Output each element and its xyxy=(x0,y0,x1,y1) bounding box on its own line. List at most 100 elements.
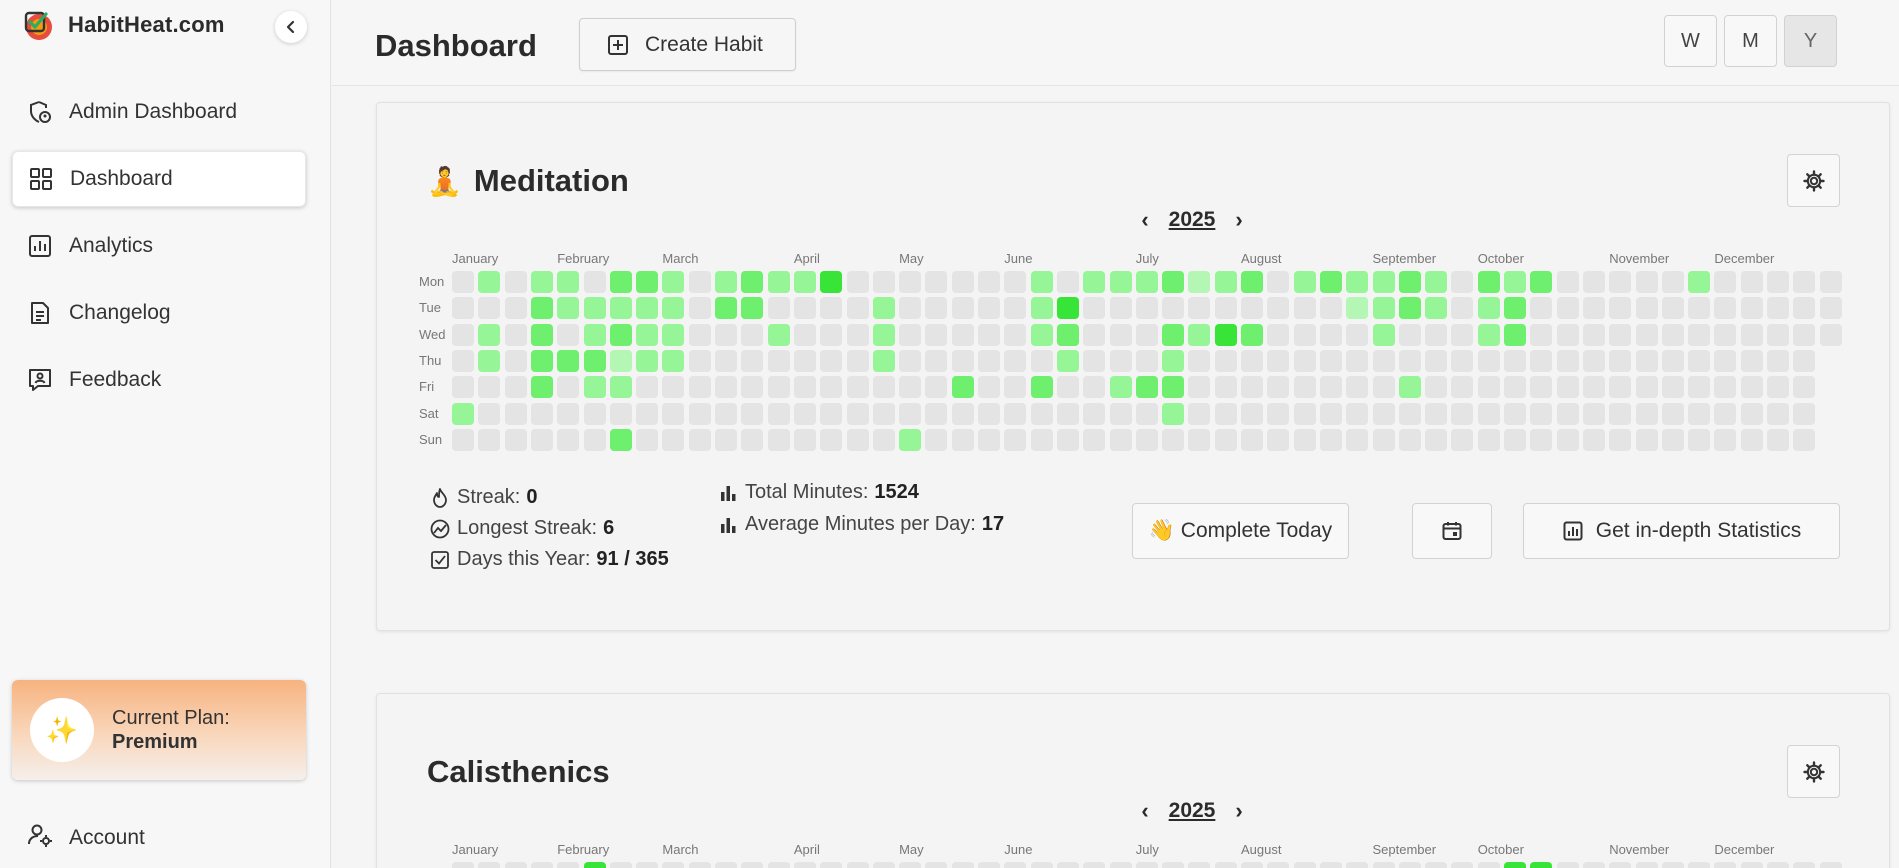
heatmap-cell[interactable] xyxy=(1162,297,1185,320)
heatmap-cell[interactable] xyxy=(872,349,895,372)
heatmap-cell[interactable] xyxy=(820,297,843,320)
heatmap-cell[interactable] xyxy=(741,428,764,451)
heatmap-cell[interactable] xyxy=(846,323,869,346)
heatmap-cell[interactable] xyxy=(1767,271,1789,293)
heatmap-cell[interactable] xyxy=(1188,323,1211,346)
heatmap-cell[interactable] xyxy=(1740,862,1763,868)
heatmap-cell[interactable] xyxy=(452,428,474,451)
heatmap-cell[interactable] xyxy=(609,323,632,346)
heatmap-cell[interactable] xyxy=(1267,271,1290,293)
heatmap-cell[interactable] xyxy=(662,428,685,451)
heatmap-cell[interactable] xyxy=(1319,428,1342,451)
heatmap-cell[interactable] xyxy=(899,402,922,425)
heatmap-cell[interactable] xyxy=(452,323,474,346)
heatmap-cell[interactable] xyxy=(872,428,895,451)
heatmap-cell[interactable] xyxy=(609,271,632,293)
heatmap-cell[interactable] xyxy=(1267,297,1290,320)
heatmap-cell[interactable] xyxy=(820,402,843,425)
heatmap-cell[interactable] xyxy=(1477,376,1500,399)
heatmap-cell[interactable] xyxy=(1714,297,1737,320)
heatmap-cell[interactable] xyxy=(951,402,974,425)
heatmap-cell[interactable] xyxy=(636,376,659,399)
heatmap-cell[interactable] xyxy=(1582,428,1605,451)
heatmap-cell[interactable] xyxy=(1030,376,1053,399)
heatmap-cell[interactable] xyxy=(1688,297,1711,320)
heatmap-cell[interactable] xyxy=(1793,271,1816,293)
heatmap-cell[interactable] xyxy=(820,428,843,451)
heatmap-cell[interactable] xyxy=(1688,862,1711,868)
heatmap-cell[interactable] xyxy=(1477,271,1500,293)
heatmap-cell[interactable] xyxy=(1372,428,1395,451)
heatmap-cell[interactable] xyxy=(1477,402,1500,425)
heatmap-cell[interactable] xyxy=(1582,297,1605,320)
heatmap-cell[interactable] xyxy=(1740,376,1763,399)
heatmap-cell[interactable] xyxy=(609,402,632,425)
heatmap-cell[interactable] xyxy=(925,428,948,451)
heatmap-cell[interactable] xyxy=(1241,349,1263,372)
heatmap-cell[interactable] xyxy=(1451,297,1474,320)
heatmap-cell[interactable] xyxy=(1530,402,1553,425)
heatmap-cell[interactable] xyxy=(978,376,1000,399)
heatmap-cell[interactable] xyxy=(1425,402,1448,425)
heatmap-cell[interactable] xyxy=(1319,376,1342,399)
heatmap-cell[interactable] xyxy=(1293,376,1316,399)
heatmap-cell[interactable] xyxy=(1556,376,1579,399)
heatmap-cell[interactable] xyxy=(1661,428,1684,451)
heatmap-cell[interactable] xyxy=(1109,349,1132,372)
heatmap-cell[interactable] xyxy=(899,376,922,399)
brand[interactable]: HabitHeat.com xyxy=(22,8,225,42)
heatmap-cell[interactable] xyxy=(1425,297,1448,320)
heatmap-cell[interactable] xyxy=(846,428,869,451)
sidebar-item-admin-dashboard[interactable]: Admin Dashboard xyxy=(12,84,306,140)
heatmap-cell[interactable] xyxy=(1582,376,1605,399)
heatmap-cell[interactable] xyxy=(1793,376,1816,399)
heatmap-cell[interactable] xyxy=(1241,428,1263,451)
heatmap-cell[interactable] xyxy=(741,323,764,346)
heatmap-cell[interactable] xyxy=(846,862,869,868)
heatmap-cell[interactable] xyxy=(557,428,580,451)
heatmap-cell[interactable] xyxy=(478,428,501,451)
heatmap-cell[interactable] xyxy=(530,428,553,451)
heatmap-cell[interactable] xyxy=(1609,297,1632,320)
heatmap-cell[interactable] xyxy=(1740,428,1763,451)
heatmap-cell[interactable] xyxy=(1267,323,1290,346)
heatmap-cell[interactable] xyxy=(1609,376,1632,399)
heatmap-cell[interactable] xyxy=(1241,323,1263,346)
heatmap-cell[interactable] xyxy=(504,862,527,868)
heatmap-cell[interactable] xyxy=(1425,428,1448,451)
habit-settings-button[interactable] xyxy=(1787,154,1840,207)
heatmap-cell[interactable] xyxy=(557,271,580,293)
heatmap-cell[interactable] xyxy=(1162,428,1185,451)
heatmap-cell[interactable] xyxy=(504,428,527,451)
heatmap-cell[interactable] xyxy=(951,297,974,320)
heatmap-cell[interactable] xyxy=(872,323,895,346)
heatmap-cell[interactable] xyxy=(715,862,737,868)
heatmap-cell[interactable] xyxy=(978,402,1000,425)
heatmap-cell[interactable] xyxy=(1241,271,1263,293)
heatmap-cell[interactable] xyxy=(1767,376,1789,399)
heatmap-cell[interactable] xyxy=(1451,271,1474,293)
heatmap-cell[interactable] xyxy=(662,271,685,293)
heatmap-cell[interactable] xyxy=(715,349,737,372)
heatmap-cell[interactable] xyxy=(688,297,711,320)
heatmap-cell[interactable] xyxy=(1135,271,1158,293)
heatmap-cell[interactable] xyxy=(557,402,580,425)
in-depth-statistics-button[interactable]: Get in-depth Statistics xyxy=(1523,503,1840,559)
heatmap-cell[interactable] xyxy=(1767,402,1789,425)
heatmap-cell[interactable] xyxy=(1477,862,1500,868)
heatmap-cell[interactable] xyxy=(1319,297,1342,320)
heatmap-cell[interactable] xyxy=(1530,349,1553,372)
heatmap-cell[interactable] xyxy=(478,271,501,293)
heatmap-cell[interactable] xyxy=(530,271,553,293)
heatmap-cell[interactable] xyxy=(1135,297,1158,320)
heatmap-cell[interactable] xyxy=(1714,323,1737,346)
heatmap-cell[interactable] xyxy=(1504,428,1526,451)
heatmap-cell[interactable] xyxy=(1530,297,1553,320)
heatmap-cell[interactable] xyxy=(1135,862,1158,868)
heatmap-cell[interactable] xyxy=(1162,323,1185,346)
heatmap-cell[interactable] xyxy=(688,862,711,868)
heatmap-cell[interactable] xyxy=(478,323,501,346)
heatmap-cell[interactable] xyxy=(1346,297,1369,320)
heatmap-cell[interactable] xyxy=(951,349,974,372)
heatmap-cell[interactable] xyxy=(478,376,501,399)
